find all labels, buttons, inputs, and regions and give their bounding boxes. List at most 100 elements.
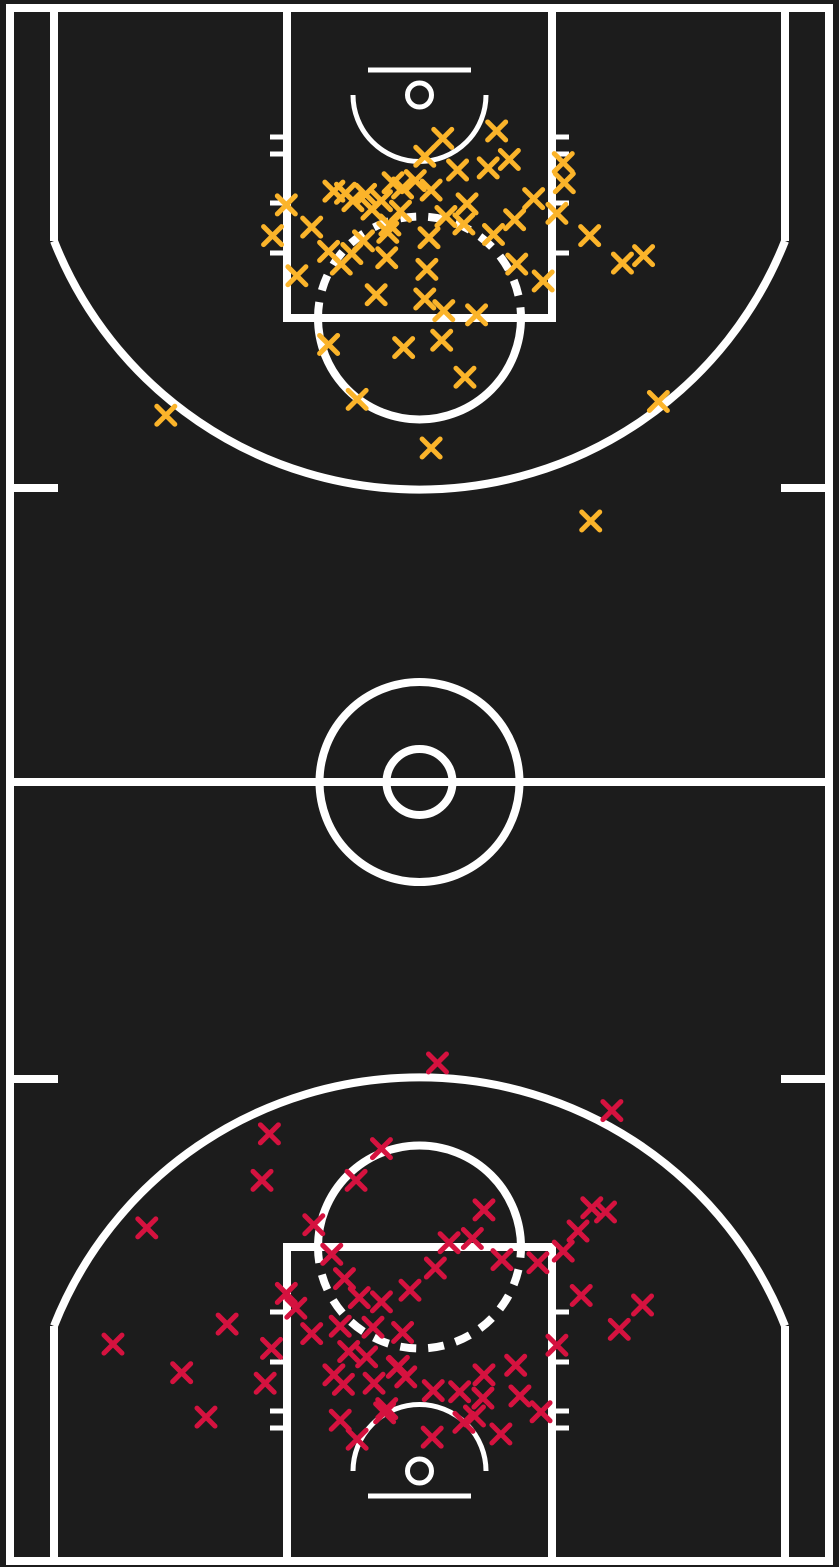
shot-marker xyxy=(485,119,509,143)
shot-marker xyxy=(452,212,476,236)
shot-marker xyxy=(332,1267,356,1291)
shot-marker xyxy=(328,1408,352,1432)
shot-series-1 xyxy=(154,119,670,533)
top-three-point-arc xyxy=(50,239,789,494)
shot-marker xyxy=(419,178,443,202)
shot-marker xyxy=(503,208,527,232)
shot-marker xyxy=(529,1400,553,1424)
top-paint xyxy=(283,4,556,322)
shot-marker xyxy=(579,509,603,533)
shot-marker xyxy=(135,1216,159,1240)
top-rim xyxy=(405,80,434,110)
shot-marker xyxy=(545,201,569,225)
shot-marker xyxy=(419,436,443,460)
shot-marker xyxy=(364,283,388,307)
shot-marker xyxy=(337,1340,361,1364)
shot-marker xyxy=(362,1371,386,1395)
shot-marker xyxy=(425,1051,449,1075)
shot-marker xyxy=(386,1354,410,1378)
shot-marker xyxy=(261,224,285,248)
shot-marker xyxy=(607,1317,631,1341)
shot-marker xyxy=(417,226,441,250)
shot-marker xyxy=(446,158,470,182)
shot-marker xyxy=(566,1219,590,1243)
shot-marker xyxy=(285,264,309,288)
shot-marker xyxy=(578,224,602,248)
shot-marker xyxy=(274,1281,298,1305)
shot-marker xyxy=(320,1242,344,1266)
shot-marker xyxy=(322,1363,346,1387)
shot-marker xyxy=(369,1290,393,1314)
shot-marker xyxy=(421,1379,445,1403)
shot-marker xyxy=(300,1322,324,1346)
shot-marker xyxy=(430,328,454,352)
shot-marker xyxy=(154,403,178,427)
shot-marker xyxy=(317,332,341,356)
bottom-rim xyxy=(405,1456,434,1486)
shot-marker xyxy=(569,1284,593,1308)
shot-marker xyxy=(508,1384,532,1408)
shot-marker xyxy=(300,215,324,239)
shot-marker xyxy=(431,126,455,150)
shot-marker xyxy=(646,390,670,414)
shot-marker xyxy=(257,1122,281,1146)
shot-marker xyxy=(453,365,477,389)
shot-marker xyxy=(392,336,416,360)
shot-marker xyxy=(504,1353,528,1377)
shot-marker xyxy=(471,1386,495,1410)
shot-marker xyxy=(462,1404,486,1428)
shot-marker xyxy=(472,1198,496,1222)
shot-marker xyxy=(250,1168,274,1192)
bottom-free-throw-circle-outer xyxy=(314,1141,525,1248)
shot-marker xyxy=(260,1336,284,1360)
shot-marker xyxy=(472,1363,496,1387)
shot-marker xyxy=(328,1314,352,1338)
shot-marker xyxy=(476,156,500,180)
center-circle-inner xyxy=(382,745,457,819)
shot-marker xyxy=(369,189,393,213)
shot-marker xyxy=(448,1380,472,1404)
shot-marker xyxy=(345,1427,369,1451)
shot-marker xyxy=(552,171,576,195)
shot-marker xyxy=(284,1296,308,1320)
center-circle-outer xyxy=(315,678,524,886)
shot-marker xyxy=(361,1315,385,1339)
shot-marker xyxy=(505,252,529,276)
shot-marker xyxy=(329,252,353,276)
shot-marker xyxy=(632,244,656,268)
shot-marker xyxy=(420,1425,444,1449)
shot-marker xyxy=(253,1371,277,1395)
shot-marker xyxy=(403,169,427,193)
shot-marker xyxy=(274,193,298,217)
shot-marker xyxy=(355,1345,379,1369)
shot-marker xyxy=(423,1256,447,1280)
shot-marker xyxy=(455,192,479,216)
shot-marker xyxy=(631,1293,655,1317)
shot-marker xyxy=(373,1401,397,1425)
shot-marker xyxy=(345,387,369,411)
shot-marker xyxy=(369,1137,393,1161)
shot-marker xyxy=(194,1405,218,1429)
shot-marker xyxy=(101,1332,125,1356)
shot-marker xyxy=(302,1213,326,1237)
shot-markers xyxy=(101,119,670,1451)
shot-marker xyxy=(610,251,634,275)
shot-marker xyxy=(545,1333,569,1357)
shot-marker xyxy=(526,1251,550,1275)
shot-marker xyxy=(413,287,437,311)
shot-marker xyxy=(415,257,439,281)
shot-marker xyxy=(344,1168,368,1192)
shot-marker xyxy=(434,205,458,229)
shot-marker xyxy=(170,1361,194,1385)
shot-marker xyxy=(391,1321,415,1345)
shot-marker xyxy=(600,1099,624,1123)
shot-marker xyxy=(497,147,521,171)
top-half-markings xyxy=(10,4,829,494)
shot-marker xyxy=(460,1226,484,1250)
shot-marker xyxy=(347,1286,371,1310)
shot-marker xyxy=(481,223,505,247)
shot-marker xyxy=(522,187,546,211)
shot-marker xyxy=(489,1422,513,1446)
shot-marker xyxy=(351,229,375,253)
